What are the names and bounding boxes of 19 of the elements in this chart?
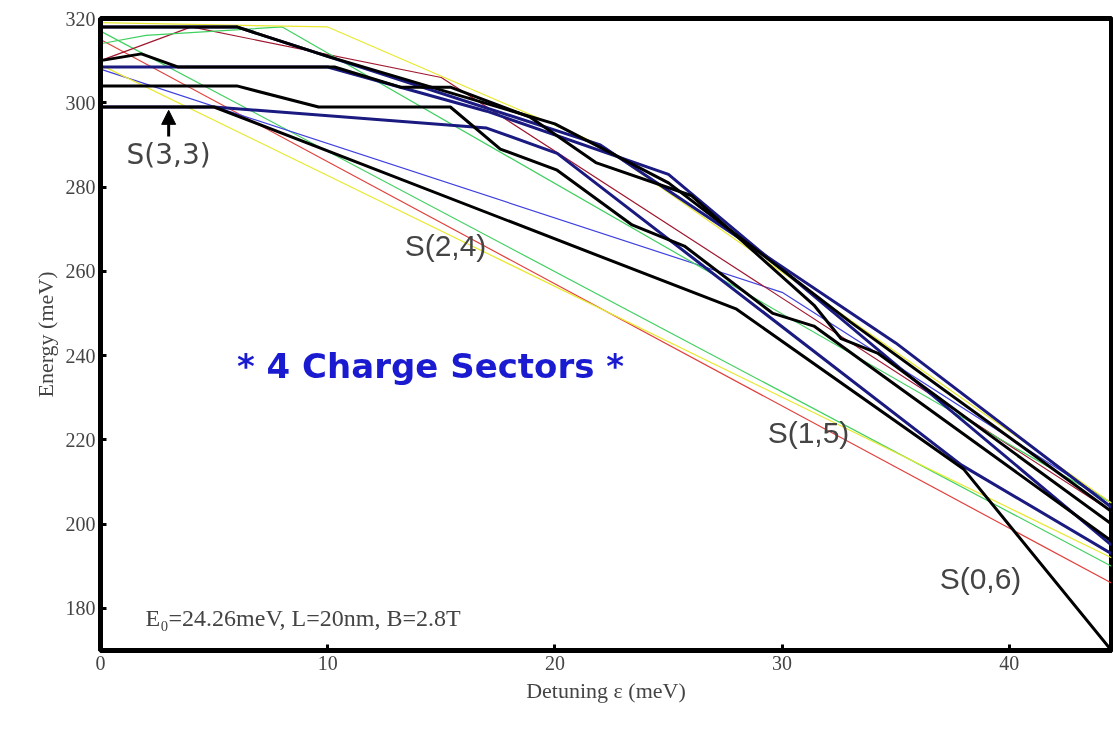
- y-tick-label: 180: [65, 597, 96, 620]
- annotation: E₀=24.26meV, L=20nm, B=2.8T: [145, 604, 462, 631]
- y-axis-title: Energy (meV): [32, 271, 58, 398]
- annotation: S(3,3): [126, 138, 211, 172]
- x-axis-title: Detuning ε (meV): [526, 677, 686, 703]
- y-tick-label: 300: [65, 91, 96, 114]
- y-tick-label: 260: [65, 260, 96, 283]
- annotation: * 4 Charge Sectors *: [236, 345, 625, 386]
- x-tick-label: 10: [317, 651, 338, 674]
- y-tick-label: 320: [65, 7, 96, 30]
- x-tick-label: 40: [999, 651, 1020, 674]
- annotation: S(0,6): [939, 562, 1022, 595]
- x-tick-label: 0: [95, 651, 106, 674]
- y-tick-label: 240: [65, 344, 96, 367]
- y-tick-label: 200: [65, 513, 96, 536]
- y-tick-label: 280: [65, 176, 96, 199]
- x-tick-label: 20: [544, 651, 565, 674]
- y-tick-label: 220: [65, 428, 96, 451]
- x-tick-label: 30: [772, 651, 793, 674]
